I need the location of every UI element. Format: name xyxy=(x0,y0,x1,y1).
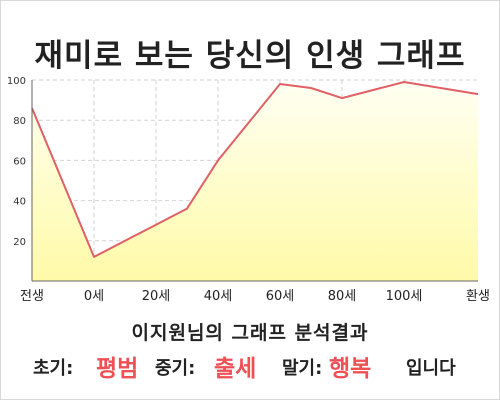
life-line xyxy=(31,81,479,258)
ending-text: 입니다 xyxy=(406,358,456,379)
mid-value: 출세 xyxy=(214,356,257,382)
page-title: 재미로 보는 당신의 인생 그래프 xyxy=(34,38,466,74)
late-label: 말기: xyxy=(282,358,323,379)
x-tick-label-7: 환생 xyxy=(466,289,490,304)
x-tick-label-2: 20세 xyxy=(142,289,171,304)
analysis-subtitle: 이지원님의 그래프 분석결과 xyxy=(131,322,369,344)
early-value: 평범 xyxy=(96,356,139,382)
y-tick-label-100: 100 xyxy=(7,76,26,87)
x-tick-label-3: 40세 xyxy=(204,289,233,304)
y-tick-label-80: 80 xyxy=(13,116,26,127)
x-tick-label-4: 60세 xyxy=(266,289,295,304)
x-tick-label-1: 0세 xyxy=(84,289,104,304)
analysis-result: 초기: 평범 중기: 출세 말기: 행복 입니다 xyxy=(0,346,500,382)
y-tick-label-20: 20 xyxy=(13,237,26,248)
early-label: 초기: xyxy=(33,358,74,379)
y-tick-label-60: 60 xyxy=(13,156,26,167)
x-tick-label-5: 80세 xyxy=(328,289,357,304)
y-tick-label-40: 40 xyxy=(13,197,26,208)
mid-label: 중기: xyxy=(155,358,196,379)
x-tick-label-0: 전생 xyxy=(20,289,44,304)
x-tick-label-6: 100세 xyxy=(386,289,423,304)
late-value: 행복 xyxy=(329,356,372,382)
